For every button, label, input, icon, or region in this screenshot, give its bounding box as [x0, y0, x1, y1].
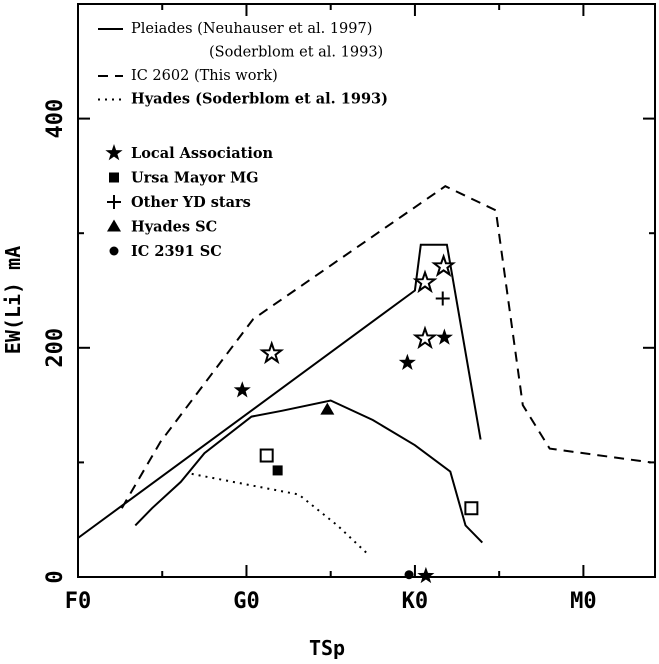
triangle-marker [320, 402, 335, 415]
y-axis-title: EW(Li) mA [1, 246, 25, 354]
legend-label: Local Association [131, 145, 274, 162]
solid-curve [77, 243, 482, 539]
curves-layer [77, 185, 651, 555]
square-marker [109, 172, 119, 183]
legend-label: Hyades (Soderblom et al. 1993) [131, 91, 388, 108]
open-square-marker [259, 448, 274, 463]
open-star-marker [259, 340, 285, 365]
x-tick-label: F0 [65, 589, 92, 614]
open-star-marker [412, 269, 438, 294]
dashed-curve [120, 185, 651, 509]
x-tick-label: M0 [570, 589, 597, 614]
star-marker [435, 328, 453, 345]
x-tick-label: K0 [402, 589, 429, 614]
y-tick-label: 200 [43, 328, 68, 368]
plot-frame [77, 3, 656, 578]
y-tick-label: 0 [43, 570, 68, 583]
circle-marker [109, 246, 119, 256]
plus-marker [435, 291, 450, 306]
star-marker [417, 566, 435, 584]
legend-label: IC 2602 (This work) [131, 68, 278, 84]
legend-label: Hyades SC [131, 219, 217, 236]
y-tick-label: 400 [43, 99, 68, 139]
star-marker [398, 353, 416, 370]
axis-ticks: F0 G0 K0 M0 0 200 400 [43, 4, 655, 614]
square-marker [272, 465, 283, 476]
open-star-marker [431, 253, 456, 277]
legend-label: Ursa Mayor MG [131, 170, 259, 187]
dotted-curve [191, 472, 369, 555]
legend: Pleiades (Neuhauser et al. 1997) (Soderbl… [98, 21, 388, 260]
legend-label: Other YD stars [131, 194, 251, 211]
triangle-marker [107, 219, 121, 232]
legend-label: Pleiades (Neuhauser et al. 1997) [131, 21, 372, 37]
solid-curve [134, 399, 484, 544]
markers-layer [233, 253, 479, 584]
x-tick-label: G0 [233, 589, 260, 614]
legend-label: IC 2391 SC [131, 243, 222, 260]
legend-label: (Soderblom et al. 1993) [209, 45, 383, 61]
x-axis-title: TSp [309, 636, 345, 660]
open-square-marker [464, 501, 479, 516]
plus-marker [107, 195, 121, 209]
open-star-marker [412, 325, 438, 350]
star-marker [105, 144, 123, 161]
star-marker [233, 381, 251, 398]
